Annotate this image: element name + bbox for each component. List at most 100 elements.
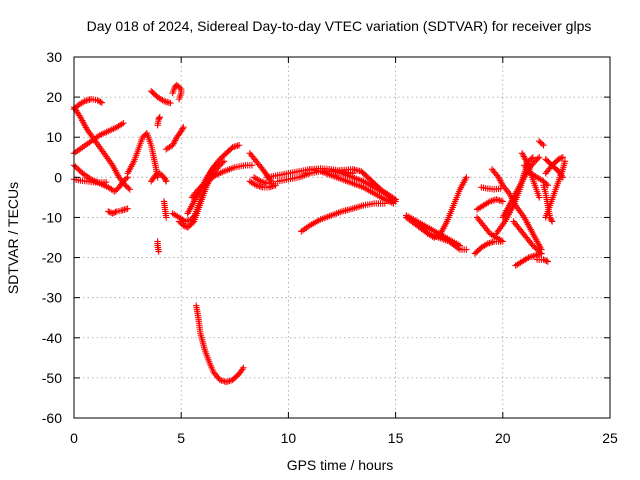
data-point (98, 99, 106, 106)
y-tick-label: 30 (46, 49, 62, 65)
data-point (499, 238, 506, 245)
data-point (561, 158, 569, 165)
data-point (541, 257, 549, 264)
data-point (162, 214, 170, 221)
data-point (556, 155, 564, 162)
x-tick-label: 10 (281, 430, 297, 446)
x-tick-label: 25 (602, 430, 618, 446)
data-point (536, 194, 543, 201)
data-point (270, 180, 277, 187)
data-point (126, 186, 133, 193)
x-tick-label: 20 (495, 430, 511, 446)
data-point (189, 219, 196, 226)
data-point (235, 142, 243, 149)
data-point (555, 156, 562, 163)
data-point (211, 163, 218, 171)
data-point (106, 208, 113, 216)
series-arc-k (169, 81, 185, 103)
series-arc-ab (298, 200, 389, 235)
data-point (392, 196, 399, 203)
data-point (97, 98, 104, 106)
data-point (162, 176, 169, 184)
data-point (180, 222, 187, 229)
data-point (239, 366, 246, 373)
data-point (534, 155, 542, 162)
y-tick-label: -30 (42, 290, 62, 306)
series-arc-ar (533, 256, 552, 265)
series-arc-z (306, 166, 397, 207)
series-arc-ag (473, 214, 506, 245)
series-arc-u (246, 150, 275, 185)
y-axis-label: SDTVAR / TECUs (5, 182, 21, 294)
data-point (95, 97, 103, 105)
data-point (105, 208, 112, 215)
series-arc-al (512, 250, 545, 269)
data-point (120, 119, 127, 127)
y-tick-label: -60 (42, 410, 62, 426)
data-point (548, 218, 556, 225)
chart-title: Day 018 of 2024, Sidereal Day-to-day VTE… (87, 18, 592, 34)
series-arc-f (105, 205, 131, 217)
data-point (540, 256, 547, 263)
series-arc-j (147, 87, 174, 107)
series-arc-aq (536, 138, 547, 149)
data-point (536, 154, 543, 161)
y-tick-label: -50 (42, 370, 62, 386)
data-point (559, 154, 567, 161)
data-point (548, 216, 555, 224)
data-point (112, 208, 119, 216)
data-point (266, 176, 274, 184)
series-arc-i (154, 113, 163, 129)
x-axis-label: GPS time / hours (287, 457, 394, 473)
data-point (125, 184, 132, 192)
data-point (538, 140, 546, 148)
data-point (167, 99, 174, 107)
x-ticks: 0 5 10 15 20 25 (70, 57, 618, 446)
data-point (499, 198, 506, 205)
data-point (155, 170, 162, 178)
data-point (219, 159, 226, 166)
grid (74, 57, 610, 418)
data-point (124, 205, 131, 212)
y-tick-label: -10 (42, 209, 62, 225)
data-point (528, 155, 535, 162)
data-point (212, 162, 219, 169)
y-tick-label: -20 (42, 250, 62, 266)
data-point (152, 172, 159, 179)
data-point (544, 258, 552, 265)
x-tick-label: 0 (70, 430, 78, 446)
plot-frame (73, 56, 611, 419)
y-tick-label: 10 (46, 129, 62, 145)
series-arc-b (70, 95, 106, 113)
y-tick-label: -40 (42, 330, 62, 346)
series-arc-h (147, 170, 170, 185)
data-point (179, 125, 186, 132)
data-point (558, 154, 565, 162)
data-point (538, 250, 545, 257)
series-arc-n (162, 123, 187, 153)
y-tick-label: 20 (46, 89, 62, 105)
series-arc-av (540, 182, 556, 225)
series-arc-l (154, 238, 162, 255)
series-arc-ae (418, 174, 470, 241)
data-point (175, 95, 183, 103)
data-point (180, 123, 187, 131)
data-point (155, 248, 162, 255)
y-ticks: -60 -50 -40 -30 -20 -10 0 10 20 30 (42, 49, 610, 426)
series-arc-m (160, 198, 170, 221)
data-point (156, 113, 163, 121)
series-arc-aa (328, 166, 399, 203)
data-point (455, 245, 462, 252)
data-point (122, 175, 130, 182)
y-tick-label: 0 (54, 169, 62, 185)
data-point (102, 178, 110, 186)
data-point (529, 154, 537, 161)
data-point (109, 210, 116, 217)
series-arc-a (70, 103, 133, 193)
series-arc-t (193, 302, 247, 386)
data-points (70, 81, 569, 386)
data-point (162, 178, 170, 185)
series-arc-s (188, 162, 256, 201)
series-arc-w (250, 174, 277, 187)
